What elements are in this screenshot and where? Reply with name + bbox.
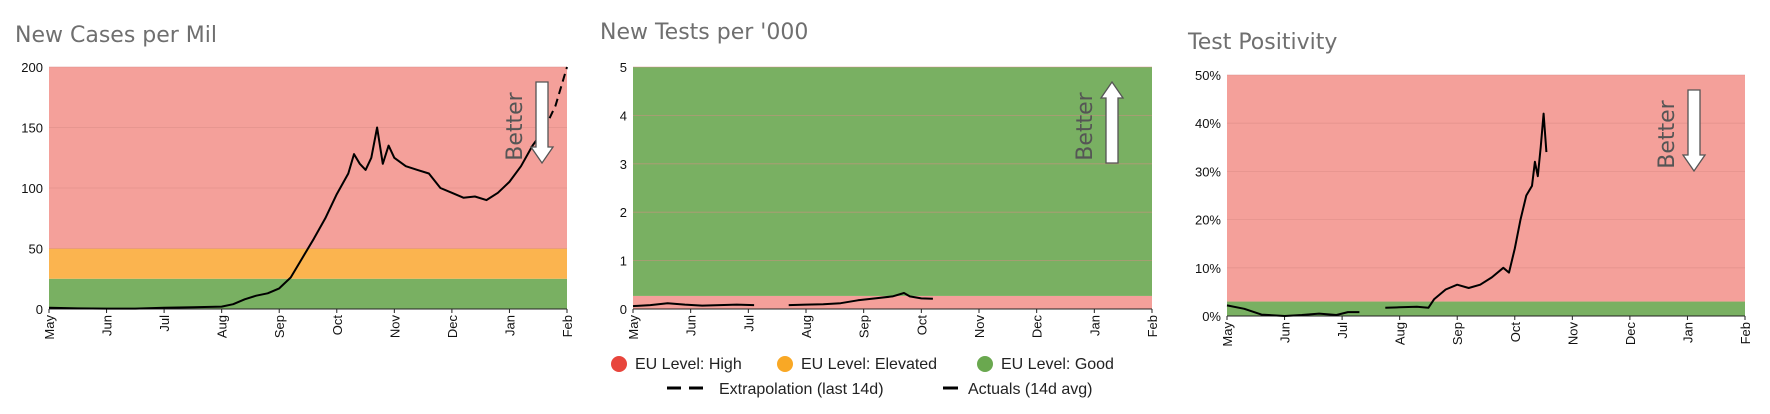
legend-label: EU Level: High: [635, 356, 742, 373]
x-tick-label: Aug: [799, 315, 814, 338]
band-good: [633, 67, 1152, 296]
y-tick-label: 10%: [1195, 261, 1221, 276]
band-elevated: [49, 248, 567, 279]
x-tick-label: Feb: [1738, 322, 1753, 344]
y-tick-label: 100: [21, 181, 43, 196]
x-tick-label: Dec: [1030, 315, 1045, 339]
legend-item-line: Extrapolation (last 14d): [667, 381, 884, 398]
legend-label: EU Level: Elevated: [801, 356, 937, 373]
y-tick-label: 50: [29, 242, 43, 257]
y-tick-label: 40%: [1195, 116, 1221, 131]
chart-1: New Cases per Mil 0 50 100 150 200 May Jun Jul Au…: [15, 23, 575, 340]
better-arrow-icon: [1099, 80, 1125, 164]
x-tick-label: Jan: [1680, 322, 1695, 343]
arrow-shape: [529, 81, 555, 165]
arrow-shape: [1099, 80, 1125, 164]
y-tick-label: 200: [21, 60, 43, 75]
legend: EU Level: High EU Level: Elevated EU Level…: [611, 356, 1114, 398]
band-high: [49, 67, 567, 249]
chart-title: Test Positivity: [1187, 30, 1337, 55]
y-tick-label: 1: [620, 254, 627, 269]
x-tick-label: May: [42, 315, 57, 340]
x-tick-label: Sep: [1450, 322, 1465, 345]
x-tick-label: Jul: [741, 315, 756, 332]
legend-item-level: EU Level: Elevated: [777, 356, 937, 373]
x-tick-label: Nov: [972, 315, 987, 339]
x-tick-label: Dec: [445, 315, 460, 339]
y-tick-label: 2: [620, 205, 627, 220]
x-tick-label: Jan: [502, 315, 517, 336]
band-high: [633, 295, 1152, 309]
better-arrow-icon: [529, 81, 555, 165]
x-tick-label: Jun: [100, 315, 115, 336]
x-tick-label: Oct: [1508, 322, 1523, 343]
y-tick-label: 0: [620, 302, 627, 317]
extrapolation-line: [543, 66, 568, 131]
better-label: Better: [503, 91, 528, 160]
x-tick-label: Nov: [1565, 322, 1580, 346]
legend-item-level: EU Level: High: [611, 356, 742, 373]
x-tick-label: Oct: [330, 315, 345, 336]
chart-3: Test Positivity 0% 10% 20% 30% 40% 50% May Jun Ju…: [1187, 30, 1753, 347]
x-tick-label: Feb: [1145, 315, 1160, 337]
x-tick-label: Jun: [1278, 322, 1293, 343]
x-tick-label: Jan: [1087, 315, 1102, 336]
y-tick-label: 4: [620, 108, 627, 123]
band-high: [1227, 75, 1745, 302]
actuals-line: [788, 292, 933, 307]
better-arrow-icon: [1681, 89, 1707, 173]
legend-dot-icon: [611, 356, 627, 372]
y-tick-label: 20%: [1195, 213, 1221, 228]
y-tick-label: 3: [620, 157, 627, 172]
actuals-line: [1385, 112, 1548, 309]
y-tick-label: 150: [21, 121, 43, 136]
y-tick-label: 5: [620, 60, 627, 75]
legend-item-level: EU Level: Good: [977, 356, 1114, 373]
actuals-line: [48, 126, 545, 310]
better-label: Better: [1073, 91, 1098, 160]
actuals-line: [1226, 304, 1360, 317]
x-tick-label: May: [626, 315, 641, 340]
band-good: [49, 278, 567, 309]
y-tick-label: 0: [36, 302, 43, 317]
chart-2: New Tests per '000 0 1 2 3 4 5 May Jun Jul Aug Sep O…: [600, 20, 1160, 340]
y-tick-label: 30%: [1195, 164, 1221, 179]
x-tick-label: Aug: [1393, 322, 1408, 345]
x-tick-label: Dec: [1623, 322, 1638, 346]
chart-title: New Cases per Mil: [15, 23, 217, 48]
legend-item-line: Actuals (14d avg): [943, 381, 1093, 398]
x-tick-label: Feb: [560, 315, 575, 337]
legend-label: Actuals (14d avg): [968, 381, 1093, 398]
arrow-shape: [1681, 89, 1707, 173]
legend-label: Extrapolation (last 14d): [719, 381, 884, 398]
legend-label: EU Level: Good: [1001, 356, 1114, 373]
better-label: Better: [1655, 99, 1680, 168]
x-tick-label: Jul: [157, 315, 172, 332]
x-tick-label: May: [1220, 322, 1235, 347]
x-tick-label: Jul: [1335, 322, 1350, 339]
actuals-line: [632, 302, 755, 308]
x-tick-label: Sep: [857, 315, 872, 338]
y-tick-label: 0%: [1202, 309, 1221, 324]
x-tick-label: Nov: [387, 315, 402, 339]
chart-title: New Tests per '000: [600, 20, 808, 45]
legend-dot-icon: [777, 356, 793, 372]
x-tick-label: Aug: [215, 315, 230, 338]
x-tick-label: Oct: [914, 315, 929, 336]
x-tick-label: Sep: [272, 315, 287, 338]
y-tick-label: 50%: [1195, 68, 1221, 83]
x-tick-label: Jun: [684, 315, 699, 336]
legend-dot-icon: [977, 356, 993, 372]
